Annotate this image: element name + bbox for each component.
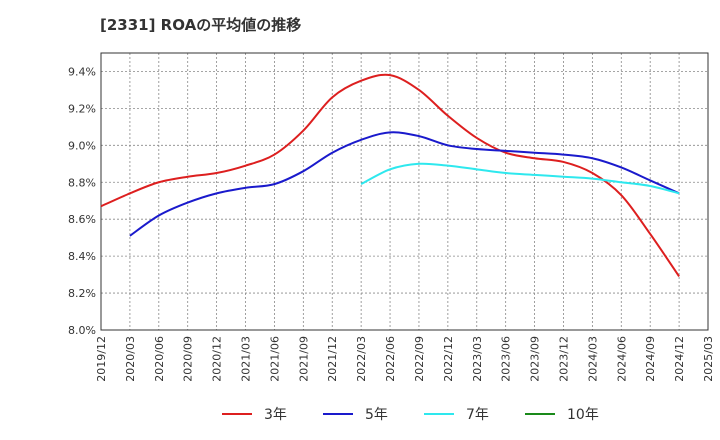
x-tick-label: 2021/03 (240, 336, 253, 382)
x-tick-label: 2023/12 (557, 336, 570, 382)
y-tick-label: 8.2% (68, 287, 96, 300)
x-axis: 2019/12 2020/03 2020/06 2020/09 2020/12 2021/… (95, 336, 715, 382)
x-tick-label: 2021/09 (297, 336, 310, 382)
x-tick-label: 2022/06 (384, 336, 397, 382)
x-tick-label: 2021/12 (326, 336, 339, 382)
legend-label: 3年 (264, 407, 287, 423)
x-tick-label: 2022/03 (355, 336, 368, 382)
x-tick-label: 2024/09 (644, 336, 657, 382)
y-tick-label: 9.4% (68, 65, 96, 78)
x-tick-label: 2022/12 (442, 336, 455, 382)
legend-label: 10年 (567, 407, 599, 423)
series-line-7年 (360, 162, 680, 195)
legend-label: 7年 (466, 407, 489, 423)
x-tick-label: 2022/09 (413, 336, 426, 382)
x-tick-label: 2020/09 (182, 336, 195, 382)
x-tick-label: 2020/12 (211, 336, 224, 382)
series-lines (100, 73, 680, 278)
y-tick-label: 9.0% (68, 139, 96, 152)
x-tick-label: 2020/03 (124, 336, 137, 382)
chart-title: [2331] ROAの平均値の推移 (100, 16, 301, 34)
x-tick-label: 2024/12 (673, 336, 686, 382)
legend: 3年 5年 7年 10年 (222, 407, 599, 423)
y-axis: 8.0% 8.2% 8.4% 8.6% 8.8% 9.0% 9.2% 9.4% (68, 65, 96, 337)
x-tick-label: 2025/03 (702, 336, 715, 382)
plot-frame (100, 52, 709, 331)
y-tick-label: 9.2% (68, 102, 96, 115)
x-tick-label: 2024/03 (586, 336, 599, 382)
x-tick-label: 2019/12 (95, 336, 108, 382)
x-tick-label: 2023/09 (529, 336, 542, 382)
x-tick-label: 2023/03 (471, 336, 484, 382)
x-tick-label: 2023/06 (500, 336, 513, 382)
series-line-5年 (129, 131, 680, 237)
y-tick-label: 8.4% (68, 250, 96, 263)
y-tick-label: 8.6% (68, 213, 96, 226)
x-tick-label: 2021/06 (268, 336, 281, 382)
y-tick-label: 8.0% (68, 324, 96, 337)
y-tick-label: 8.8% (68, 176, 96, 189)
x-tick-label: 2024/06 (615, 336, 628, 382)
series-line-3年 (100, 73, 680, 278)
x-tick-label: 2020/06 (153, 336, 166, 382)
legend-label: 5年 (365, 407, 388, 423)
